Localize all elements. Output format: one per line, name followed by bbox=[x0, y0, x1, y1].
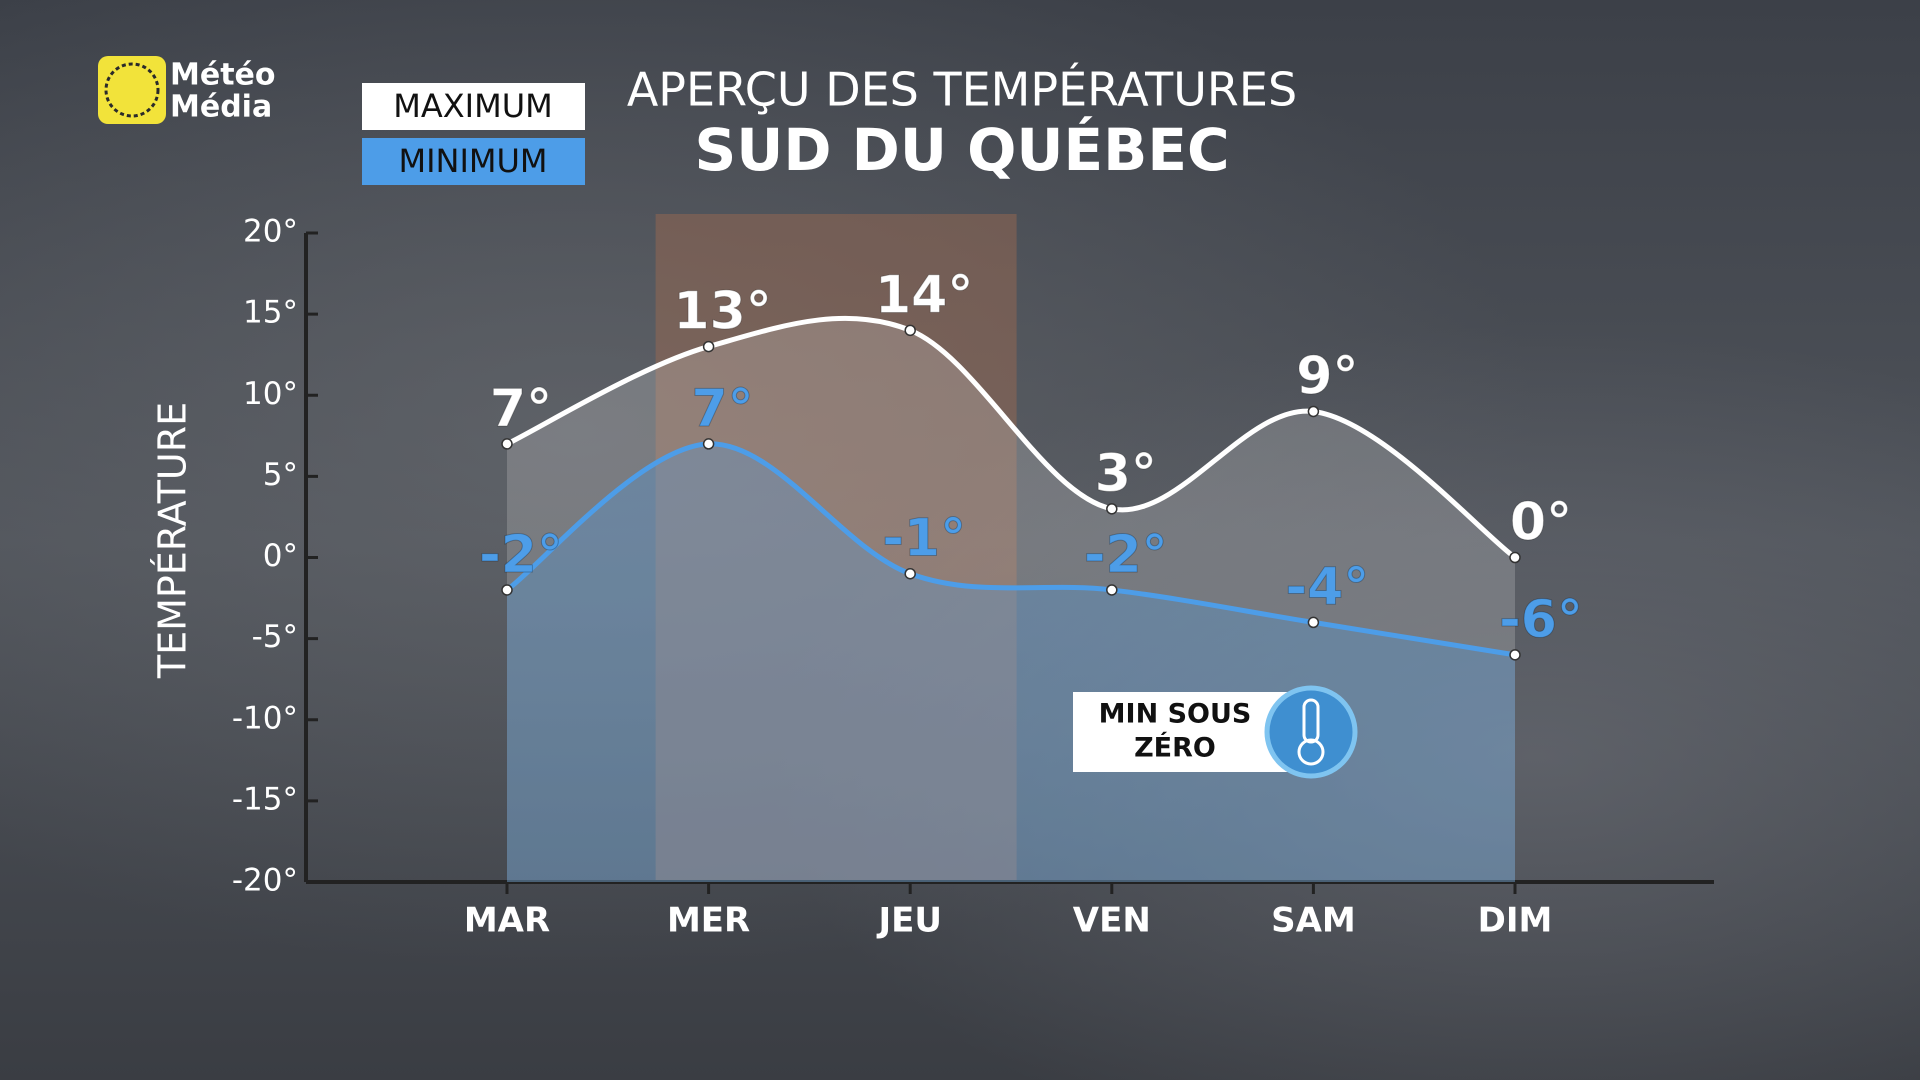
y-tick-label: 10° bbox=[243, 376, 298, 412]
point bbox=[702, 438, 715, 450]
point bbox=[1307, 405, 1320, 418]
data-label: 14° bbox=[875, 265, 973, 325]
data-label: -1° bbox=[882, 509, 966, 569]
legend-swatch bbox=[362, 83, 585, 130]
data-label: 7° bbox=[490, 379, 552, 439]
data-label: -2° bbox=[479, 525, 563, 585]
y-tick-label: 20° bbox=[243, 214, 298, 250]
y-tick-label: 0° bbox=[263, 538, 298, 574]
x-tick-label: VEN bbox=[1073, 901, 1151, 941]
y-tick-label: -20° bbox=[232, 863, 298, 899]
x-tick-label: MER bbox=[667, 901, 750, 941]
chart-subtitle: SUD DU QUÉBEC bbox=[694, 115, 1229, 184]
x-tick-label: JEU bbox=[876, 901, 941, 941]
annotation-text: ZÉRO bbox=[1134, 732, 1216, 764]
y-tick-label: 5° bbox=[263, 457, 298, 493]
data-label: -2° bbox=[1084, 525, 1168, 585]
highlight-band bbox=[655, 214, 1017, 882]
line bbox=[505, 315, 1517, 560]
legend-swatch bbox=[362, 138, 585, 185]
legend-label: MINIMUM bbox=[398, 142, 547, 180]
point bbox=[501, 438, 513, 450]
thermometer-stem bbox=[1302, 698, 1320, 744]
point bbox=[1509, 649, 1521, 661]
point bbox=[1106, 503, 1118, 515]
logo-globe bbox=[104, 62, 160, 118]
point bbox=[1106, 584, 1118, 596]
x-tick-label: DIM bbox=[1478, 901, 1553, 941]
y-tick-label: -15° bbox=[232, 781, 298, 817]
data-label: 0° bbox=[1510, 493, 1572, 553]
point bbox=[1509, 551, 1521, 564]
annotation-box bbox=[1073, 692, 1293, 772]
chart-title: APERÇU DES TEMPÉRATURES bbox=[627, 63, 1297, 117]
point bbox=[501, 584, 513, 596]
logo-text: Météo bbox=[170, 58, 276, 93]
annotation-text: MIN SOUS bbox=[1099, 699, 1252, 730]
x-tick-label: SAM bbox=[1271, 901, 1356, 941]
data-label: 13° bbox=[673, 282, 771, 342]
thermometer-bulb bbox=[1297, 738, 1325, 766]
y-tick-label: -5° bbox=[252, 619, 298, 655]
data-label: 9° bbox=[1296, 346, 1358, 406]
y-axis-label: TEMPÉRATURE bbox=[151, 402, 195, 679]
logo: Météo Média bbox=[98, 56, 276, 125]
logo-icon bbox=[98, 56, 166, 124]
point bbox=[904, 567, 916, 580]
point bbox=[1307, 616, 1320, 629]
y-tick-label: 15° bbox=[243, 295, 298, 331]
line bbox=[505, 441, 1516, 658]
y-tick-label: -10° bbox=[232, 700, 298, 736]
data-label: -6° bbox=[1499, 590, 1583, 650]
point bbox=[904, 324, 916, 337]
area bbox=[507, 443, 1515, 882]
x-tick-label: MAR bbox=[464, 901, 550, 941]
data-label: 3° bbox=[1095, 444, 1157, 504]
thermometer-ring bbox=[1264, 685, 1358, 779]
point bbox=[702, 340, 715, 353]
data-label: -4° bbox=[1286, 557, 1370, 617]
logo-text: Média bbox=[170, 90, 272, 125]
legend-label: MAXIMUM bbox=[393, 87, 553, 125]
data-label: 7° bbox=[692, 379, 754, 439]
